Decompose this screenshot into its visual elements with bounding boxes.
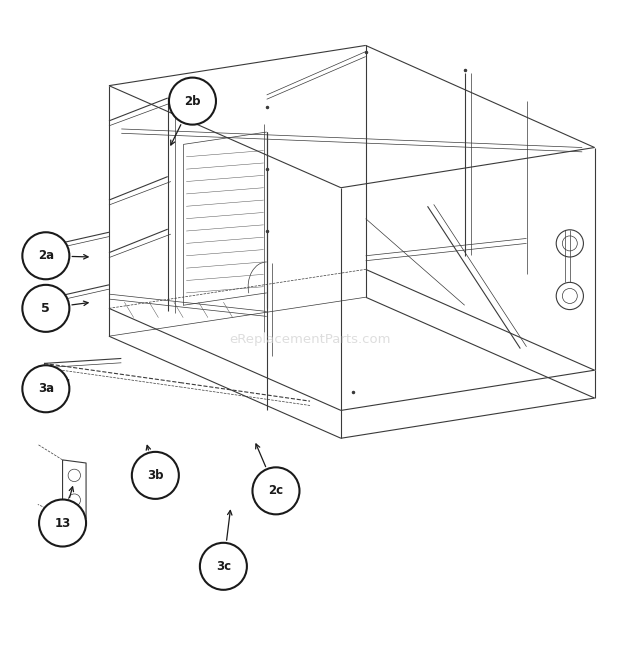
Circle shape bbox=[252, 467, 299, 514]
Text: eReplacementParts.com: eReplacementParts.com bbox=[229, 333, 391, 346]
Circle shape bbox=[22, 365, 69, 412]
Text: 3a: 3a bbox=[38, 382, 54, 395]
Text: 5: 5 bbox=[42, 302, 50, 315]
Circle shape bbox=[169, 78, 216, 125]
Circle shape bbox=[132, 452, 179, 499]
Text: 2c: 2c bbox=[268, 484, 283, 498]
Circle shape bbox=[22, 285, 69, 332]
Circle shape bbox=[39, 500, 86, 546]
Text: 2b: 2b bbox=[184, 94, 201, 108]
Text: 2a: 2a bbox=[38, 249, 54, 262]
Circle shape bbox=[22, 232, 69, 279]
Text: 3b: 3b bbox=[147, 469, 164, 482]
Text: 3c: 3c bbox=[216, 560, 231, 573]
Text: 13: 13 bbox=[55, 517, 71, 529]
Circle shape bbox=[200, 543, 247, 590]
